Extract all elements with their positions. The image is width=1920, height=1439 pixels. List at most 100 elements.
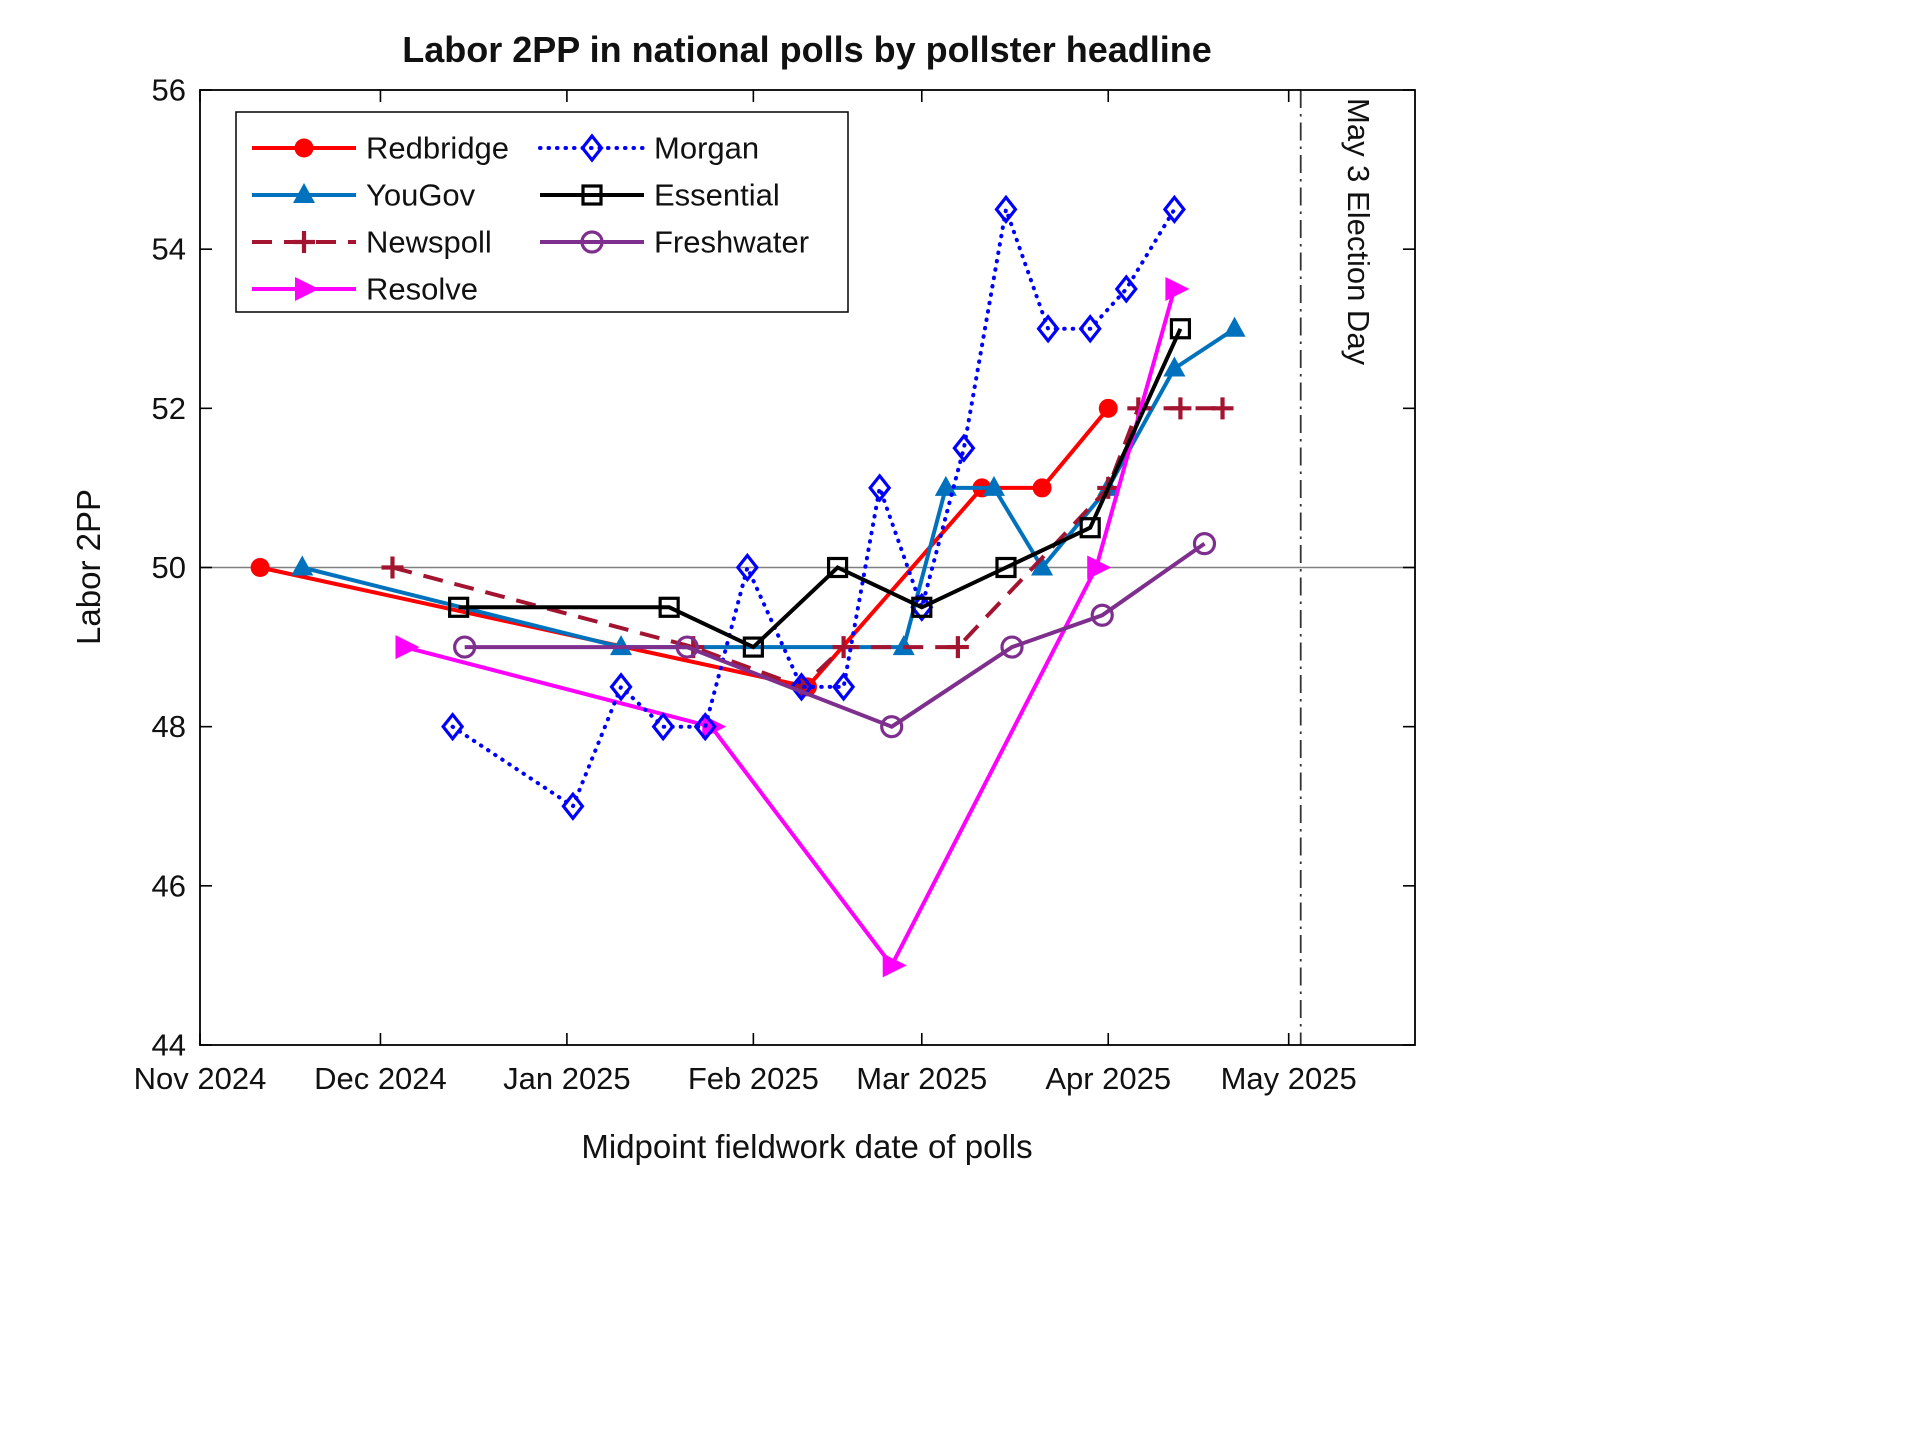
legend-label-morgan: Morgan bbox=[654, 131, 759, 166]
series-redbridge bbox=[250, 398, 1118, 697]
y-tick-label: 54 bbox=[152, 232, 186, 267]
yougov-marker bbox=[1163, 356, 1186, 377]
x-tick-label: Nov 2024 bbox=[134, 1061, 267, 1096]
newspoll-marker bbox=[1211, 397, 1234, 420]
election-day-label: May 3 Election Day bbox=[1341, 98, 1376, 366]
y-tick-label: 46 bbox=[152, 868, 186, 903]
legend-item-redbridge: Redbridge bbox=[252, 131, 509, 166]
legend-box bbox=[235, 111, 849, 313]
legend-marker-freshwater bbox=[580, 230, 604, 254]
x-tick-label: Feb 2025 bbox=[688, 1061, 819, 1096]
resolve-marker bbox=[1165, 276, 1190, 301]
yougov-marker bbox=[1223, 316, 1246, 337]
legend-marker-yougov bbox=[293, 183, 315, 203]
morgan-marker bbox=[1036, 314, 1060, 344]
resolve-marker bbox=[1087, 555, 1112, 580]
morgan-marker bbox=[994, 194, 1018, 224]
newspoll-marker bbox=[381, 556, 404, 579]
y-tick-label: 56 bbox=[152, 73, 186, 108]
yougov-marker bbox=[982, 475, 1005, 496]
freshwater-marker bbox=[453, 635, 477, 659]
freshwater-marker bbox=[675, 635, 699, 659]
axes-layer: 44 46 48 50 52 54 56 Nov 2024 Dec 2024 Jan 2025 Fe… bbox=[134, 73, 1416, 1096]
legend-label-redbridge: Redbridge bbox=[366, 131, 509, 166]
morgan-marker bbox=[952, 433, 976, 463]
series-line-freshwater bbox=[464, 541, 1206, 729]
y-tick-label: 50 bbox=[152, 550, 186, 585]
x-axis-label: Midpoint fieldwork date of polls bbox=[581, 1128, 1032, 1165]
resolve-marker bbox=[395, 635, 420, 660]
series-layer bbox=[250, 194, 1246, 978]
redbridge-marker bbox=[1032, 478, 1052, 498]
series-line-essential bbox=[458, 327, 1183, 650]
legend-label-freshwater: Freshwater bbox=[654, 225, 809, 260]
essential-marker bbox=[911, 596, 933, 618]
series-newspoll bbox=[381, 397, 1234, 698]
legend-marker-redbridge bbox=[294, 138, 314, 158]
legend-item-freshwater: Freshwater bbox=[540, 225, 809, 260]
morgan-marker bbox=[561, 791, 585, 821]
legend-marker-resolve bbox=[295, 277, 319, 301]
x-tick-label: Mar 2025 bbox=[856, 1061, 987, 1096]
yougov-marker bbox=[291, 555, 314, 576]
resolve-marker bbox=[882, 953, 907, 978]
morgan-marker bbox=[1162, 194, 1186, 224]
yougov-marker bbox=[934, 475, 957, 496]
x-tick-label: Dec 2024 bbox=[314, 1061, 447, 1096]
legend-label-newspoll: Newspoll bbox=[366, 225, 492, 260]
y-tick-label: 52 bbox=[152, 391, 186, 426]
essential-marker bbox=[995, 556, 1017, 579]
legend-item-yougov: YouGov bbox=[252, 178, 476, 213]
morgan-marker bbox=[1078, 314, 1102, 344]
yougov-marker bbox=[892, 635, 915, 656]
series-line-resolve bbox=[403, 288, 1177, 970]
legend-marker-newspoll bbox=[293, 231, 315, 253]
x-tick-label: Jan 2025 bbox=[503, 1061, 631, 1096]
x-tick-label: Apr 2025 bbox=[1045, 1061, 1171, 1096]
freshwater-marker bbox=[1090, 603, 1114, 627]
chart-title: Labor 2PP in national polls by pollster … bbox=[402, 29, 1212, 70]
morgan-marker bbox=[789, 672, 814, 702]
redbridge-marker bbox=[1098, 398, 1118, 418]
yougov-marker bbox=[610, 635, 633, 656]
morgan-marker bbox=[693, 712, 717, 742]
morgan-marker bbox=[868, 473, 892, 503]
morgan-marker bbox=[609, 672, 633, 702]
morgan-marker bbox=[735, 552, 759, 583]
series-essential bbox=[448, 318, 1192, 658]
y-tick-label: 44 bbox=[152, 1028, 186, 1063]
legend-item-resolve: Resolve bbox=[252, 272, 478, 307]
essential-marker bbox=[1079, 517, 1101, 539]
morgan-marker bbox=[651, 712, 675, 742]
morgan-marker bbox=[1114, 274, 1138, 304]
essential-marker bbox=[826, 556, 849, 579]
freshwater-marker bbox=[1000, 635, 1024, 659]
series-morgan bbox=[441, 194, 1186, 821]
legend-label-yougov: YouGov bbox=[366, 178, 476, 213]
y-tick-label: 48 bbox=[152, 709, 186, 744]
freshwater-marker bbox=[880, 715, 904, 739]
x-tick-label: May 2025 bbox=[1221, 1061, 1357, 1096]
legend-item-morgan: Morgan bbox=[538, 131, 759, 166]
redbridge-marker bbox=[250, 558, 270, 577]
series-line-newspoll bbox=[391, 406, 1223, 690]
yougov-marker bbox=[1031, 555, 1054, 576]
legend-item-newspoll: Newspoll bbox=[252, 225, 492, 260]
series-freshwater bbox=[453, 532, 1217, 739]
legend-label-essential: Essential bbox=[654, 178, 780, 213]
newspoll-marker bbox=[946, 636, 969, 659]
legend: Redbridge YouGov Newspoll Resolve Morgan Esse… bbox=[235, 111, 849, 313]
essential-marker bbox=[742, 636, 764, 658]
morgan-marker bbox=[832, 672, 856, 702]
essential-marker bbox=[448, 596, 470, 618]
newspoll-marker bbox=[832, 636, 855, 659]
newspoll-marker bbox=[1169, 397, 1192, 420]
y-axis-label: Labor 2PP bbox=[70, 489, 107, 645]
freshwater-marker bbox=[1192, 532, 1217, 556]
series-line-yougov bbox=[301, 327, 1236, 650]
legend-item-essential: Essential bbox=[540, 178, 780, 213]
legend-marker-morgan bbox=[580, 133, 604, 163]
essential-marker bbox=[658, 596, 680, 618]
